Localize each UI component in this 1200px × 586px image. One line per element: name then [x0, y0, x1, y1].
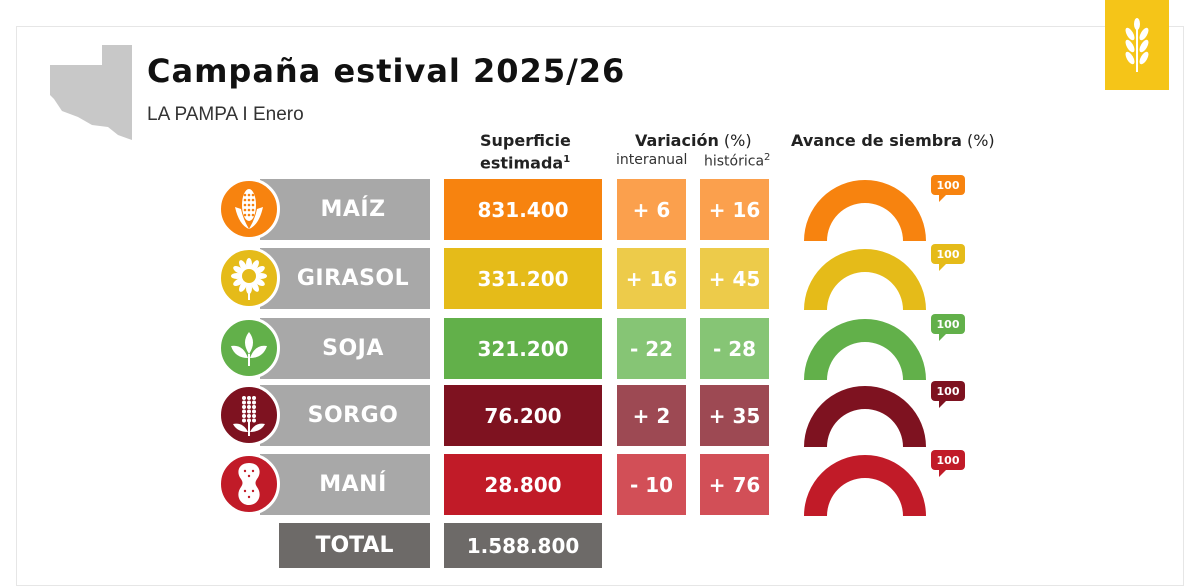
peanut-icon — [218, 453, 280, 515]
interanual-soja: - 22 — [617, 318, 686, 379]
historica-mani: + 76 — [700, 454, 769, 515]
sunflower-icon — [218, 247, 280, 309]
superficie-sorgo: 76.200 — [444, 385, 602, 446]
avance-arc-soja — [804, 319, 926, 380]
superficie-header: Superficie estimada1 — [480, 131, 571, 173]
interanual-girasol: + 16 — [617, 248, 686, 309]
superficie-soja: 321.200 — [444, 318, 602, 379]
avance-gauge-soja — [804, 319, 926, 380]
crop-label-mani: MANÍ — [260, 454, 430, 515]
historica-sorgo: + 35 — [700, 385, 769, 446]
avance-gauge-sorgo — [804, 386, 926, 447]
interanual-mani: - 10 — [617, 454, 686, 515]
total-superficie: 1.588.800 — [444, 523, 602, 568]
total-label: TOTAL — [279, 523, 430, 568]
crop-label-maiz: MAÍZ — [260, 179, 430, 240]
page-title: Campaña estival 2025/26 — [147, 52, 626, 90]
superficie-girasol: 331.200 — [444, 248, 602, 309]
historica-header: histórica2 — [704, 152, 771, 170]
crop-label-soja: SOJA — [260, 318, 430, 379]
avance-gauge-maiz — [804, 180, 926, 241]
brand-badge — [1105, 0, 1169, 90]
avance-gauge-mani — [804, 455, 926, 516]
avance-badge-maiz: 100 — [931, 175, 965, 202]
crop-label-girasol: GIRASOL — [260, 248, 430, 309]
soy-plant-icon — [218, 317, 280, 379]
avance-gauge-girasol — [804, 249, 926, 310]
avance-arc-girasol — [804, 249, 926, 310]
avance-badge-girasol: 100 — [931, 244, 965, 271]
page-subtitle: LA PAMPA I Enero — [147, 104, 304, 125]
sorghum-icon — [218, 384, 280, 446]
historica-soja: - 28 — [700, 318, 769, 379]
la-pampa-map-icon — [50, 45, 132, 140]
avance-arc-mani — [804, 455, 926, 516]
wheat-icon — [1125, 18, 1149, 72]
superficie-maiz: 831.400 — [444, 179, 602, 240]
avance-badge-sorgo: 100 — [931, 381, 965, 408]
avance-arc-maiz — [804, 180, 926, 241]
variacion-header: Variación (%) — [635, 131, 752, 150]
avance-header: Avance de siembra (%) — [791, 131, 995, 150]
avance-badge-soja: 100 — [931, 314, 965, 341]
interanual-maiz: + 6 — [617, 179, 686, 240]
crop-label-sorgo: SORGO — [260, 385, 430, 446]
interanual-sorgo: + 2 — [617, 385, 686, 446]
avance-badge-mani: 100 — [931, 450, 965, 477]
interanual-header: interanual — [616, 152, 688, 168]
historica-girasol: + 45 — [700, 248, 769, 309]
historica-maiz: + 16 — [700, 179, 769, 240]
corn-icon — [218, 178, 280, 240]
avance-arc-sorgo — [804, 386, 926, 447]
superficie-mani: 28.800 — [444, 454, 602, 515]
